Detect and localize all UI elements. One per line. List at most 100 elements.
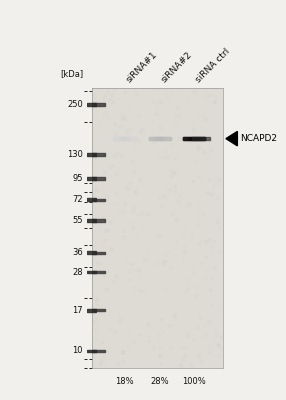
Point (197, 314, 202, 320)
Point (128, 219, 132, 226)
Point (201, 148, 206, 155)
Point (134, 188, 139, 195)
Point (209, 147, 213, 154)
Point (122, 88, 127, 95)
Point (206, 92, 210, 98)
Point (154, 209, 159, 216)
Point (208, 287, 212, 294)
Point (121, 116, 126, 122)
Point (165, 86, 170, 92)
Point (168, 142, 173, 148)
Point (191, 125, 196, 131)
Point (197, 241, 201, 248)
Point (212, 93, 217, 100)
Point (145, 211, 150, 217)
Point (95, 102, 100, 108)
Text: 18%: 18% (115, 378, 134, 386)
Point (195, 283, 200, 289)
Point (139, 227, 143, 233)
Point (217, 343, 221, 349)
Point (182, 227, 186, 234)
Point (134, 90, 138, 97)
Point (213, 341, 218, 348)
Point (132, 285, 136, 291)
Point (213, 98, 218, 104)
Point (102, 168, 107, 174)
Text: 250: 250 (67, 100, 83, 109)
Point (114, 190, 118, 196)
Point (140, 256, 145, 262)
Point (175, 104, 180, 110)
Point (138, 350, 143, 357)
Point (210, 301, 214, 307)
Point (104, 226, 108, 233)
Point (170, 211, 174, 218)
Point (159, 99, 164, 105)
Point (131, 339, 136, 346)
Point (195, 111, 199, 118)
Text: 72: 72 (72, 195, 83, 204)
Point (217, 249, 222, 255)
Text: siRNA#2: siRNA#2 (160, 50, 194, 84)
Point (170, 168, 175, 174)
Point (132, 140, 137, 146)
Point (96, 260, 101, 266)
Point (165, 188, 170, 194)
Point (129, 250, 134, 257)
Point (175, 88, 179, 95)
Point (172, 188, 177, 194)
Point (123, 201, 128, 208)
Point (206, 236, 211, 243)
Point (95, 302, 99, 308)
Point (138, 177, 142, 183)
Point (155, 260, 159, 266)
Point (207, 176, 211, 183)
Point (129, 261, 133, 268)
Point (167, 247, 172, 254)
Point (102, 93, 106, 100)
Point (114, 273, 118, 279)
Point (196, 353, 200, 360)
Point (128, 180, 132, 186)
Point (164, 258, 168, 264)
Point (112, 87, 117, 93)
Point (213, 180, 217, 187)
Text: 95: 95 (72, 174, 83, 183)
Point (92, 93, 96, 100)
Point (191, 128, 195, 135)
Point (172, 123, 177, 129)
Point (173, 315, 178, 322)
Point (183, 249, 188, 256)
Point (172, 156, 177, 162)
Point (140, 126, 144, 132)
Point (137, 268, 141, 274)
Point (97, 220, 102, 227)
Point (90, 99, 94, 105)
Point (110, 162, 115, 168)
Point (196, 145, 200, 152)
Point (119, 115, 124, 122)
Point (106, 114, 110, 120)
Point (161, 193, 166, 200)
Point (181, 255, 186, 261)
Point (182, 135, 186, 141)
Point (176, 192, 181, 199)
Point (206, 349, 211, 356)
Point (219, 334, 223, 340)
Point (123, 253, 128, 260)
Point (189, 261, 194, 267)
Point (169, 89, 174, 95)
Point (116, 210, 120, 216)
Point (129, 125, 134, 132)
Point (201, 210, 206, 217)
Point (121, 227, 126, 233)
Text: 36: 36 (72, 248, 83, 257)
Point (194, 324, 199, 330)
Point (149, 98, 154, 104)
Point (217, 224, 221, 230)
Point (199, 358, 203, 364)
Point (198, 236, 203, 243)
Point (212, 327, 217, 334)
Point (132, 204, 137, 210)
Point (100, 353, 105, 360)
